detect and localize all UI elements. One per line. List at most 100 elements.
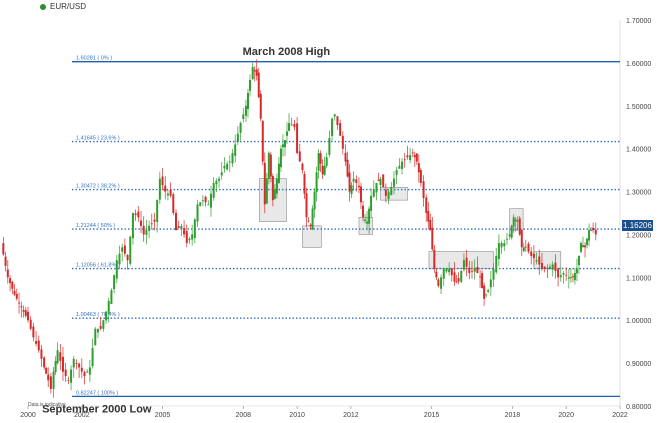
candle-body	[61, 356, 64, 372]
x-tick-label: 2020	[558, 412, 574, 419]
candle-body	[9, 278, 12, 284]
y-tick-label: 1.60000	[626, 61, 651, 68]
x-tick-label: 2000	[20, 412, 36, 419]
candle-body	[579, 243, 582, 252]
candle-body	[121, 247, 124, 252]
candle-body	[96, 328, 99, 333]
candle-body	[468, 267, 471, 274]
candle-body	[366, 221, 369, 224]
candle-body	[453, 272, 456, 282]
candle-body	[505, 238, 508, 240]
candle-body	[350, 185, 353, 194]
candle-body	[218, 178, 221, 181]
candle-body	[516, 220, 519, 222]
candle-body	[473, 268, 476, 272]
candle-body	[518, 218, 521, 235]
candle-body	[204, 196, 207, 203]
candle-body	[140, 220, 143, 226]
candle-body	[489, 279, 492, 288]
candle-body	[257, 72, 260, 98]
candle-body	[512, 217, 515, 227]
candle-body	[307, 220, 310, 222]
annotation-low: September 2000 Low	[42, 403, 152, 415]
annotation-high: March 2008 High	[243, 46, 331, 58]
candle-body	[590, 230, 593, 231]
candle-body	[565, 274, 568, 276]
candle-body	[153, 219, 156, 222]
fib-level-label: 1.30472 ( 38.2% )	[76, 184, 120, 190]
candle-body	[571, 276, 574, 278]
candle-body	[134, 213, 137, 216]
candle-body	[298, 151, 301, 162]
candle-body	[483, 285, 486, 299]
candle-body	[431, 227, 434, 250]
candle-body	[123, 245, 126, 254]
candle-body	[321, 165, 324, 175]
candle-body	[584, 245, 587, 248]
candle-body	[273, 189, 276, 199]
candle-body	[75, 363, 78, 364]
candle-body	[495, 255, 498, 273]
candle-body	[83, 371, 86, 376]
candle-body	[425, 197, 428, 213]
fib-level-label: 1.00463 ( 76.4% )	[76, 312, 120, 318]
candle-body	[301, 163, 304, 171]
candle-body	[303, 173, 306, 194]
candle-body	[27, 311, 29, 321]
candle-body	[115, 260, 118, 279]
candle-body	[364, 219, 367, 221]
fib-level-label: 1.60281 ( 0% )	[76, 56, 112, 62]
candle-body	[261, 120, 264, 162]
candle-body	[341, 135, 344, 149]
candle-body	[244, 105, 247, 116]
candle-body	[403, 159, 406, 161]
candle-body	[331, 118, 334, 136]
candle-body	[78, 363, 81, 368]
candle-body	[375, 182, 378, 193]
fib-level-label: 1.12056 ( 61.8% )	[76, 263, 120, 269]
candle-body	[339, 123, 342, 136]
candle-body	[64, 369, 67, 376]
candle-body	[199, 202, 202, 206]
candle-body	[164, 185, 167, 192]
candle-body	[137, 211, 140, 218]
candle-body	[460, 270, 463, 282]
candle-body	[390, 187, 393, 196]
candle-body	[370, 195, 373, 211]
fib-level-label: 1.21244 ( 50% )	[76, 223, 115, 229]
candle-body	[479, 276, 482, 278]
candle-body	[437, 279, 440, 286]
candle-body	[557, 269, 560, 278]
candle-body	[150, 223, 153, 225]
candle-body	[223, 165, 226, 169]
candle-body	[20, 306, 23, 308]
y-tick-label: 1.00000	[626, 318, 651, 325]
candle-body	[236, 133, 239, 142]
candle-body	[520, 230, 523, 248]
candle-body	[220, 172, 223, 176]
candle-body	[392, 178, 395, 187]
fib-level-label: 0.82247 ( 100% )	[76, 390, 118, 396]
x-tick-label: 2015	[424, 412, 440, 419]
candle-body	[11, 281, 14, 289]
candle-body	[315, 172, 318, 192]
y-tick-label: 1.50000	[626, 104, 651, 111]
candle-body	[290, 124, 293, 126]
y-tick-label: 0.90000	[626, 361, 651, 368]
candle-body	[379, 178, 382, 185]
candle-body	[228, 161, 231, 163]
candle-body	[530, 251, 533, 256]
candle-body	[573, 273, 576, 281]
candle-body	[207, 204, 210, 206]
candle-body	[309, 224, 312, 226]
candle-body	[67, 380, 70, 381]
candle-body	[305, 193, 308, 218]
candle-body	[362, 205, 365, 218]
candle-body	[201, 200, 204, 201]
y-tick-label: 1.10000	[626, 275, 651, 282]
candle-body	[592, 227, 595, 231]
candle-body	[508, 234, 511, 237]
candle-body	[336, 116, 339, 126]
candle-body	[500, 243, 503, 248]
